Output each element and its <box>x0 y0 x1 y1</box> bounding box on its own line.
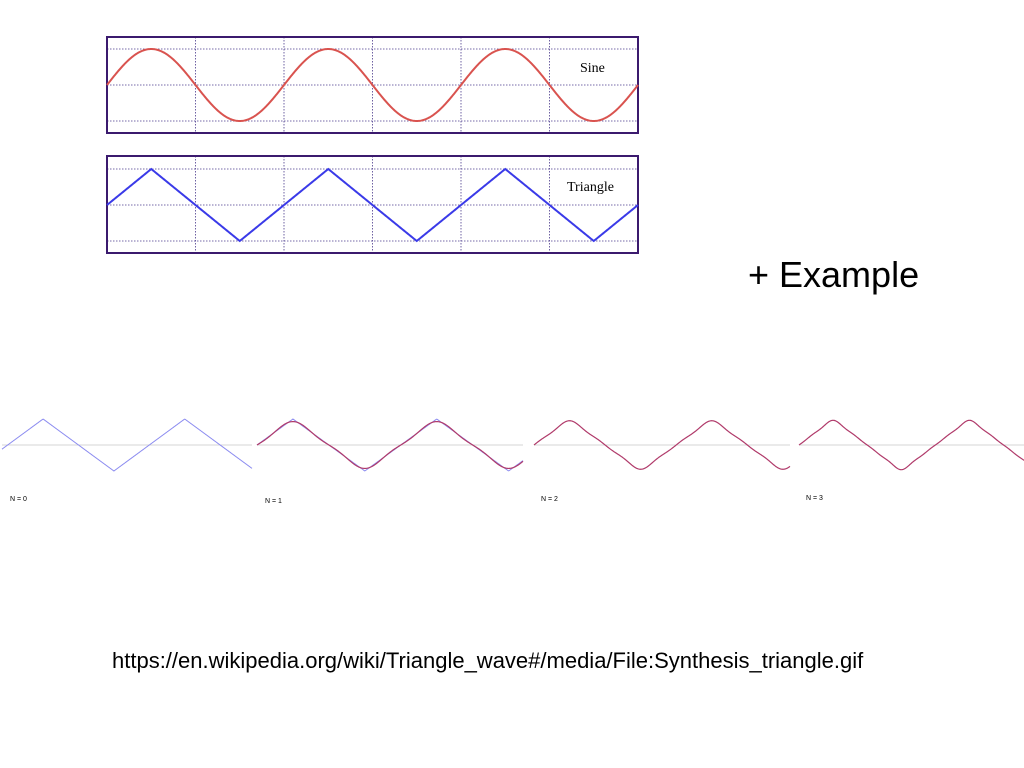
harmonic-count-label: N = 2 <box>541 496 558 503</box>
example-heading: + Example <box>748 254 920 295</box>
harmonic-count-label: N = 0 <box>10 496 27 503</box>
synthesis-panel-n3: N = 3 <box>798 419 1024 502</box>
triangle-curve <box>106 167 639 243</box>
synthesis-panel-n1: N = 1 <box>256 418 524 505</box>
fourier-approximation-curve <box>533 420 791 470</box>
harmonic-count-label: N = 3 <box>806 495 823 502</box>
synthesis-panel-n0: N = 0 <box>1 418 253 503</box>
target-triangle-curve <box>1 418 253 472</box>
triangle-label: Triangle <box>567 180 614 195</box>
sine-curve <box>106 47 639 123</box>
source-url-text: https://en.wikipedia.org/wiki/Triangle_w… <box>112 648 864 673</box>
fourier-approximation-curve <box>256 420 524 470</box>
synthesis-panel-n2: N = 2 <box>533 420 791 503</box>
sine-label: Sine <box>580 61 605 76</box>
fourier-approximation-curve <box>798 419 1024 471</box>
harmonic-count-label: N = 1 <box>265 498 282 505</box>
